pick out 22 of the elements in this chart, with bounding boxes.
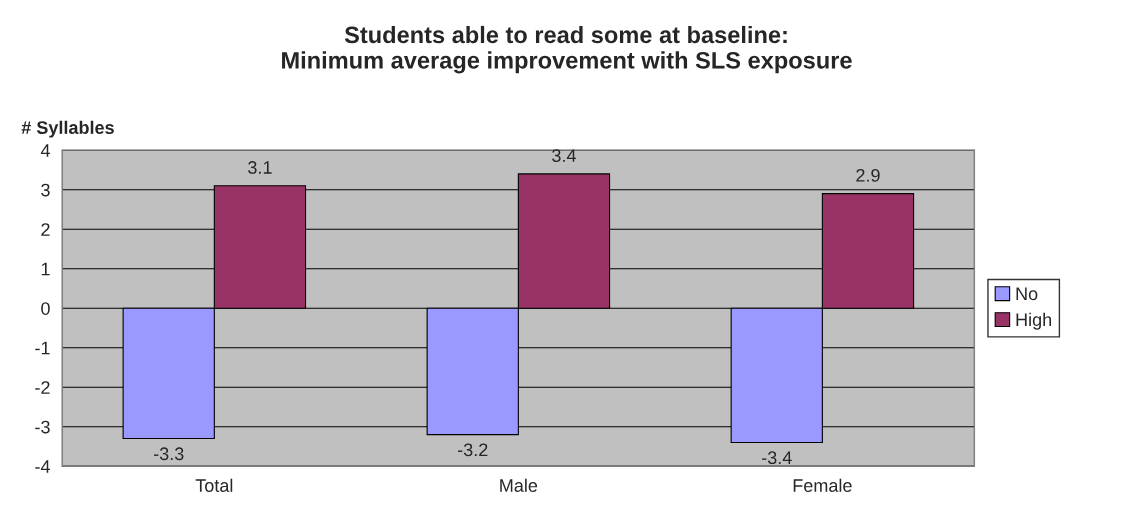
x-tick-label: Female [793, 478, 852, 492]
data-label: -3.4 [762, 451, 792, 465]
y-tick-label: -4 [35, 460, 50, 473]
y-tick-label: 1 [41, 262, 50, 276]
legend-label: High [1016, 312, 1052, 330]
data-label: -3.2 [457, 443, 488, 457]
data-label: 3.1 [248, 161, 272, 174]
y-tick-label: 3 [41, 183, 50, 197]
data-label: 3.4 [552, 149, 576, 163]
chart-title: Students able to read some at baseline: Minimum average improvement with SLS exposure [282, 25, 852, 74]
x-tick-label: Male [500, 478, 538, 492]
y-axis-title: # Syllables [21, 120, 114, 138]
y-tick-label: 4 [40, 144, 50, 157]
y-tick-label: -3 [35, 420, 50, 434]
legend-label: No [1016, 287, 1038, 301]
x-tick-label: Total [195, 478, 233, 492]
data-label: -3.3 [153, 447, 184, 461]
y-tick-label: 2 [41, 223, 50, 236]
y-tick-label: -1 [35, 341, 50, 355]
y-tick-label: 0 [41, 302, 50, 315]
y-tick-label: -2 [35, 381, 50, 394]
data-label: 2.9 [856, 168, 880, 182]
